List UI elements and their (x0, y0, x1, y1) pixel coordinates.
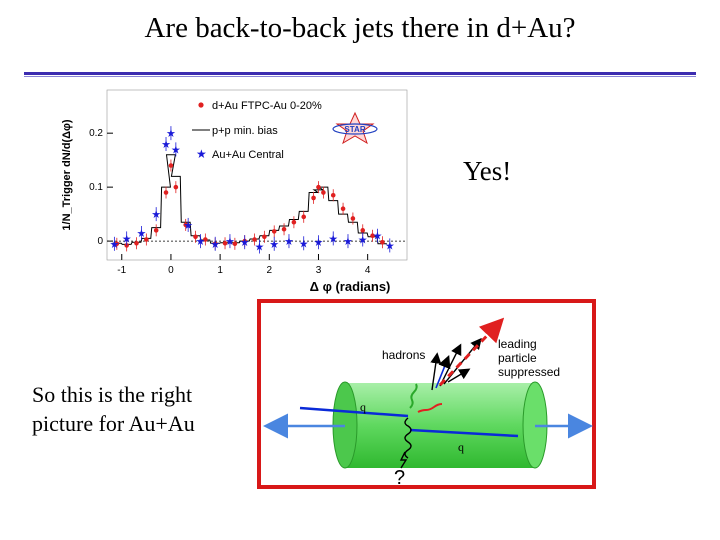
auau-point: ★ (161, 138, 171, 151)
legend-label-auau: Au+Au Central (212, 149, 284, 161)
auau-point: ★ (136, 227, 146, 240)
title-divider-thin (24, 76, 696, 77)
medium-cylinder (345, 383, 535, 468)
gluon-down (399, 451, 408, 469)
dau-point (330, 192, 336, 198)
dau-point (232, 241, 238, 247)
auau-point: ★ (358, 233, 368, 246)
x-tick-label: 3 (316, 265, 322, 276)
dau-point (271, 229, 277, 234)
auau-point: ★ (240, 236, 250, 249)
auau-point: ★ (385, 239, 395, 252)
auau-point: ★ (196, 235, 206, 248)
dau-point (134, 240, 139, 246)
x-tick-label: 2 (267, 265, 273, 276)
hadron-arrow-2 (435, 355, 451, 389)
auau-point: ★ (328, 232, 338, 245)
dau-point (124, 243, 129, 248)
quark-label-left: q (360, 400, 366, 414)
dau-point (193, 234, 198, 240)
caption-text: So this is the right picture for Au+Au (32, 380, 195, 438)
leading-label: leading particle suppressed (498, 337, 560, 379)
y-tick-label: 0.2 (89, 128, 103, 139)
dau-point (173, 184, 179, 190)
leading-label-2: particle (498, 351, 537, 365)
dau-point (370, 233, 375, 239)
leading-label-1: leading (498, 337, 537, 351)
auau-point: ★ (151, 208, 161, 221)
dau-point (262, 234, 267, 240)
auau-point: ★ (122, 232, 132, 245)
auau-point: ★ (255, 241, 265, 254)
auau-point: ★ (284, 235, 294, 248)
x-tick-label: 4 (365, 265, 371, 276)
spring-green (409, 383, 418, 409)
hadron-arrow-5 (447, 368, 471, 383)
answer-text: Yes! (463, 156, 512, 186)
spring-red (417, 403, 443, 413)
dau-point (316, 184, 321, 190)
legend: d+Au FTPC-Au 0-20% p+p min. bias ★ Au+Au… (192, 100, 322, 161)
dau-point (222, 240, 228, 246)
dau-point (340, 206, 346, 212)
auau-point: ★ (314, 236, 324, 249)
star-logo-text: STAR (344, 125, 365, 134)
legend-label-pp: p+p min. bias (212, 125, 278, 137)
dau-point (144, 237, 149, 242)
y-axis-label: 1/N_Trigger dN/d(Δφ) (61, 119, 73, 230)
legend-label-dau: d+Au FTPC-Au 0-20% (212, 100, 322, 112)
dau-point (153, 228, 159, 233)
hadron-arrow-1 (430, 352, 442, 391)
auau-point: ★ (225, 235, 235, 248)
dau-point (380, 239, 385, 245)
pp-histogram (112, 154, 387, 245)
gluon-path (404, 417, 412, 459)
dau-point (360, 228, 366, 233)
dau-point (252, 237, 257, 242)
auau-point: ★ (183, 219, 193, 232)
legend-marker-star: ★ (196, 147, 207, 161)
auau-point: ★ (373, 230, 383, 243)
caption-line-1: So this is the right (32, 382, 193, 407)
dau-point (168, 163, 174, 168)
x-axis-label: Δ φ (radians) (310, 279, 391, 294)
unknown-label: ? (394, 467, 405, 489)
star-logo: STAR (332, 111, 378, 145)
legend-marker-circle (198, 102, 204, 108)
dau-point (301, 214, 307, 220)
auau-point: ★ (299, 237, 309, 250)
title-divider (24, 72, 696, 75)
dau-point (203, 237, 208, 242)
dau-point (281, 226, 287, 232)
caption-line-2: picture for Au+Au (32, 411, 195, 436)
quark-line-right (409, 428, 519, 438)
auau-point: ★ (210, 238, 220, 251)
x-tick-label: 0 (168, 265, 174, 276)
leading-particle-arrow (438, 317, 505, 387)
auau-point: ★ (269, 238, 279, 251)
slide-title: Are back-to-back jets there in d+Au? (144, 12, 576, 44)
dau-point (311, 195, 316, 201)
leading-label-3: suppressed (498, 365, 560, 379)
dau-point (321, 190, 326, 195)
star-logo-shape (335, 111, 375, 145)
y-tick-label: 0.1 (89, 182, 103, 193)
x-tick-label: -1 (117, 265, 126, 276)
auau-point: ★ (109, 238, 119, 251)
auau-point: ★ (166, 127, 176, 140)
dau-point (350, 216, 356, 221)
dau-point (163, 190, 169, 195)
quark-line-left (299, 406, 409, 418)
dau-point (114, 241, 120, 247)
hadrons-label: hadrons (382, 348, 425, 362)
dau-point (183, 222, 188, 228)
x-tick-label: 1 (217, 265, 223, 276)
dau-point (291, 219, 297, 225)
quark-label-right: q (458, 440, 464, 454)
auau-point: ★ (343, 235, 353, 248)
auau-point: ★ (171, 143, 181, 156)
y-tick-label: 0 (97, 236, 103, 247)
